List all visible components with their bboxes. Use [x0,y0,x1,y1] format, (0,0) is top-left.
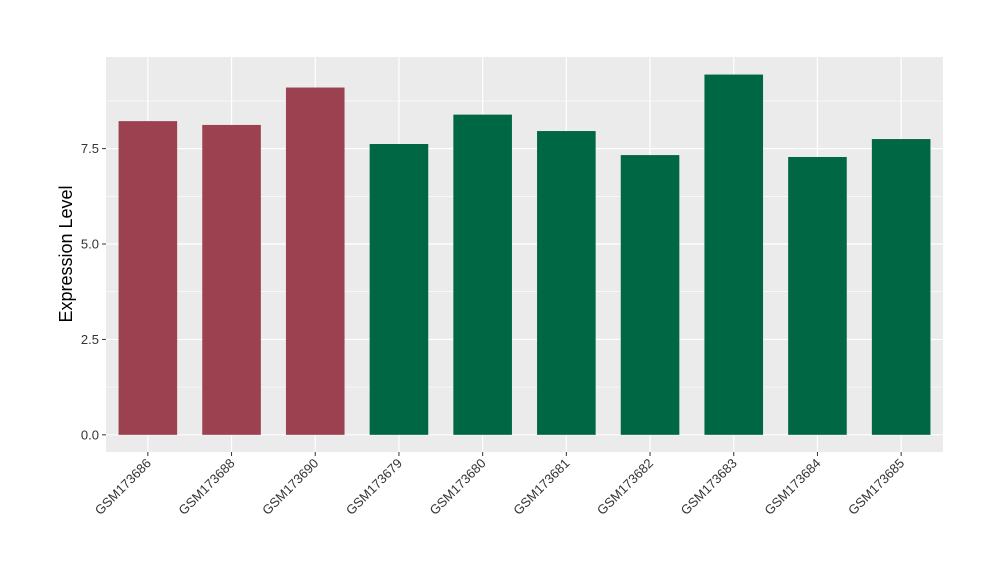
x-tick-label: GSM173690 [259,456,321,518]
x-tick-label: GSM173679 [343,456,405,518]
bar-GSM173682 [620,155,680,435]
y-tick-label: 7.5 [81,141,99,156]
x-tick-label: GSM173682 [594,456,656,518]
bars [118,74,931,435]
bar-GSM173679 [369,144,429,435]
x-tick-label: GSM173688 [175,456,237,518]
bar-GSM173683 [704,74,764,435]
y-tick-label: 0.0 [81,427,99,442]
y-tick-label: 2.5 [81,332,99,347]
y-axis-title: Expression Level [56,185,76,322]
x-tick-label: GSM173680 [427,456,489,518]
x-tick-label: GSM173686 [92,456,154,518]
x-axis: GSM173686 GSM173688 GSM173690 GSM173679 GSM1… [92,452,907,518]
y-tick-label: 5.0 [81,237,99,252]
bar-GSM173688 [202,124,261,435]
bar-GSM173685 [871,139,931,435]
x-tick-label: GSM173681 [510,456,572,518]
bar-GSM173690 [285,87,345,435]
x-tick-label: GSM173685 [845,456,907,518]
bar-GSM173680 [453,114,512,435]
y-axis: 0.0 2.5 5.0 7.5 [81,141,106,442]
x-tick-label: GSM173683 [678,456,740,518]
bar-GSM173681 [537,131,596,435]
x-tick-label: GSM173684 [761,456,823,518]
bar-GSM173686 [118,121,178,435]
bar-GSM173684 [788,156,847,435]
